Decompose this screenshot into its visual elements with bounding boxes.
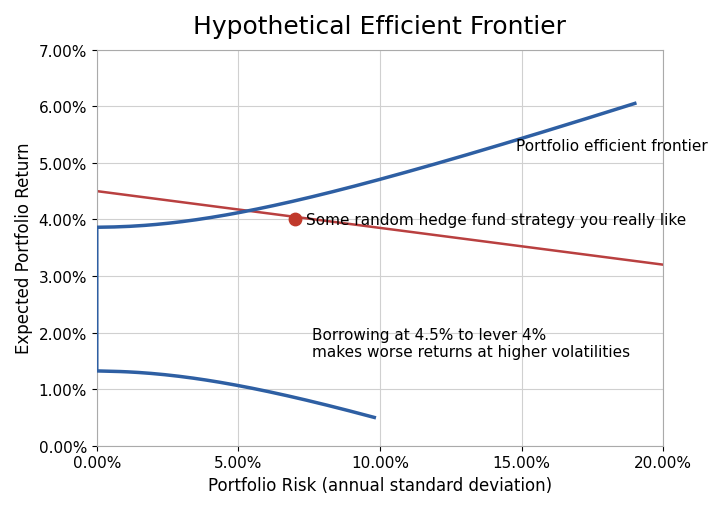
Text: Some random hedge fund strategy you really like: Some random hedge fund strategy you real…	[306, 212, 686, 228]
Text: Borrowing at 4.5% to lever 4%
makes worse returns at higher volatilities: Borrowing at 4.5% to lever 4% makes wors…	[312, 327, 630, 359]
Point	[289, 216, 300, 224]
Title: Hypothetical Efficient Frontier: Hypothetical Efficient Frontier	[193, 15, 566, 39]
X-axis label: Portfolio Risk (annual standard deviation): Portfolio Risk (annual standard deviatio…	[208, 476, 552, 494]
Text: Portfolio efficient frontier: Portfolio efficient frontier	[516, 139, 707, 154]
Y-axis label: Expected Portfolio Return: Expected Portfolio Return	[15, 143, 33, 354]
